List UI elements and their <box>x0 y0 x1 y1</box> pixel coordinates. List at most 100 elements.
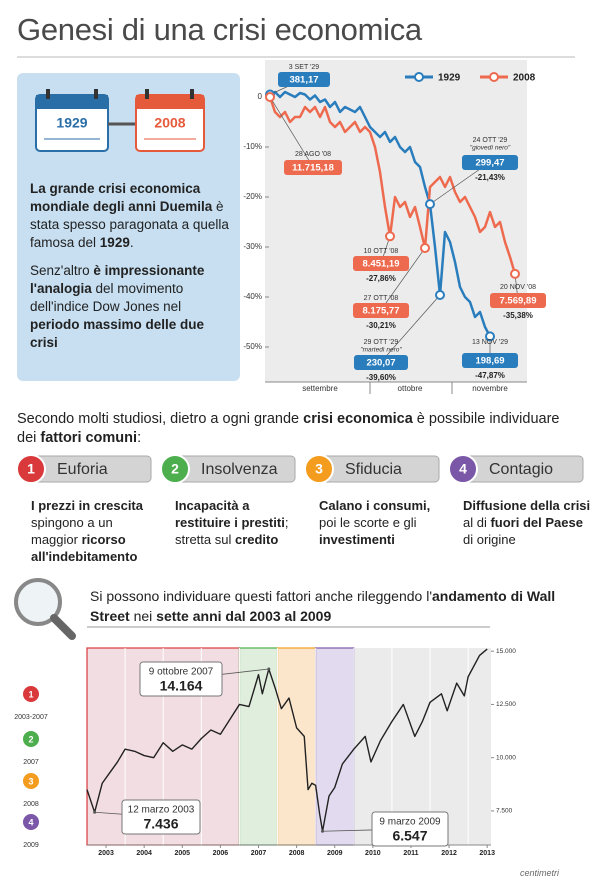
point-marker <box>265 92 275 102</box>
text-run: andamento di Wall Street <box>90 588 556 624</box>
credit: centimetri <box>520 868 560 878</box>
point-marker <box>385 231 395 242</box>
annotation-date: 24 OTT '29 <box>473 137 508 144</box>
text-run: è stata spesso paragonata a quella famos… <box>30 199 229 250</box>
factor-text: Incapacità a restituire i prestiti; stre… <box>175 497 303 548</box>
point-marker <box>425 199 435 210</box>
text-run: : <box>137 430 142 446</box>
annotation-level: 11.715,18 <box>292 163 334 174</box>
annotation-date: 13 NOV '29 <box>472 339 508 346</box>
intro-paragraph: Senz'altro è impressionante l'analogia d… <box>30 262 230 352</box>
text-run: Senz'altro <box>30 263 94 278</box>
annotation-box <box>462 353 518 368</box>
legend-number: 2 <box>28 734 33 744</box>
legend-label: 2008 <box>23 801 39 808</box>
text-run: poi le scorte e gli <box>319 515 417 530</box>
annotation-box <box>121 799 201 835</box>
text-run: La grande crisi economica mondiale degli… <box>30 181 213 214</box>
legend-label: 2007 <box>23 759 39 766</box>
legend-number: 4 <box>28 817 33 827</box>
phase-band <box>276 647 317 846</box>
annotation-date: 29 OTT '29 <box>364 339 399 346</box>
factor-title: Contagio <box>489 461 553 478</box>
text-run: di origine <box>463 532 516 547</box>
x-tick-label: settembre <box>302 384 338 393</box>
factor-number: 1 <box>27 461 35 477</box>
text-run: Si possono individuare questi fattori an… <box>90 588 433 604</box>
text-run: ; stretta sul <box>175 515 289 547</box>
legend-marker <box>414 72 424 82</box>
factor-text: I prezzi in crescita spingono a un maggi… <box>31 497 159 565</box>
annotation-change: -30,21% <box>366 321 396 330</box>
annotation-date: 20 NOV '08 <box>500 284 536 291</box>
annotation-change: -39,60% <box>366 373 396 382</box>
x-tick-label: 2009 <box>327 850 343 857</box>
annotation-date: 9 marzo 2009 <box>379 817 441 828</box>
text-run: Secondo molti studiosi, dietro a ogni gr… <box>17 411 304 427</box>
annotation-level: 8.175,77 <box>363 306 400 317</box>
text-run: 1929 <box>99 235 130 250</box>
text-run: spingono a un maggior <box>31 515 113 547</box>
annotation-date: 3 SET '29 <box>289 64 319 71</box>
x-tick-label: 2006 <box>213 850 229 857</box>
factor-title: Insolvenza <box>201 461 278 478</box>
point-marker <box>435 290 445 300</box>
y-tick-label: 10.000 <box>496 754 516 761</box>
annotation-level: 14.164 <box>160 678 203 694</box>
annotation-box <box>490 293 546 308</box>
annotation-level: 6.547 <box>392 828 427 844</box>
text-run: Diffusione della crisi <box>463 498 591 513</box>
text-run: . <box>129 235 134 250</box>
series-line <box>269 90 492 337</box>
text-run: è impressionante l'analogia <box>30 263 205 296</box>
annotation-level: 381,17 <box>289 75 318 86</box>
point-marker <box>420 243 430 254</box>
y-tick-label: 0 <box>258 92 263 101</box>
factor-badge <box>160 454 190 484</box>
y-tick-label: -20% <box>243 192 262 201</box>
text-run: Incapacità a restituire i prestiti <box>175 498 285 530</box>
y-tick-label: -50% <box>243 342 262 351</box>
annotation-level: 7.436 <box>143 816 178 832</box>
point-marker <box>267 667 271 671</box>
y-tick-label: -10% <box>243 142 262 151</box>
factor-number: 4 <box>459 461 467 477</box>
legend-label: 2009 <box>23 842 39 849</box>
annotation-level: 198,69 <box>475 356 504 367</box>
factor-badge <box>304 454 334 484</box>
annotation-change: -27,86% <box>366 274 396 283</box>
x-tick-label: 2003 <box>98 850 114 857</box>
x-tick-label: 2013 <box>479 850 495 857</box>
text-run: investimenti <box>319 532 395 547</box>
annotation-box <box>371 811 449 847</box>
leader-line <box>269 96 314 168</box>
text-run: I prezzi in crescita <box>31 498 143 513</box>
x-tick-label: 2012 <box>441 850 457 857</box>
text-run: fattori comuni <box>40 430 138 446</box>
annotation-box <box>139 661 223 697</box>
chart-background <box>265 60 527 382</box>
point-marker <box>93 810 97 814</box>
annotation-change: -47,87% <box>475 371 505 380</box>
legend-marker <box>489 72 499 82</box>
point-marker <box>485 331 495 342</box>
factor-badge <box>448 454 478 484</box>
page-title: Genesi di una crisi economica <box>17 12 422 47</box>
factor-title: Sfiducia <box>345 461 402 478</box>
text-run: fuori del Paese <box>490 515 583 530</box>
legend-label: 1929 <box>438 73 461 84</box>
annotation-level: 8.451,19 <box>363 259 400 270</box>
legend-badge <box>23 773 39 789</box>
x-tick-label: 2004 <box>136 850 152 857</box>
y-tick-label: -40% <box>243 292 262 301</box>
annotation-date: 28 AGO '08 <box>295 151 331 158</box>
series-line <box>268 96 517 275</box>
wall-street-text: Si possono individuare questi fattori an… <box>90 586 560 626</box>
x-tick-label: 2011 <box>403 850 418 857</box>
text-run: Calano i consumi, <box>319 498 431 513</box>
factor-text: Calano i consumi, poi le scorte e gli in… <box>319 497 447 548</box>
annotation-change: -21,43% <box>475 173 505 182</box>
calendar-label: 1929 <box>56 115 87 131</box>
